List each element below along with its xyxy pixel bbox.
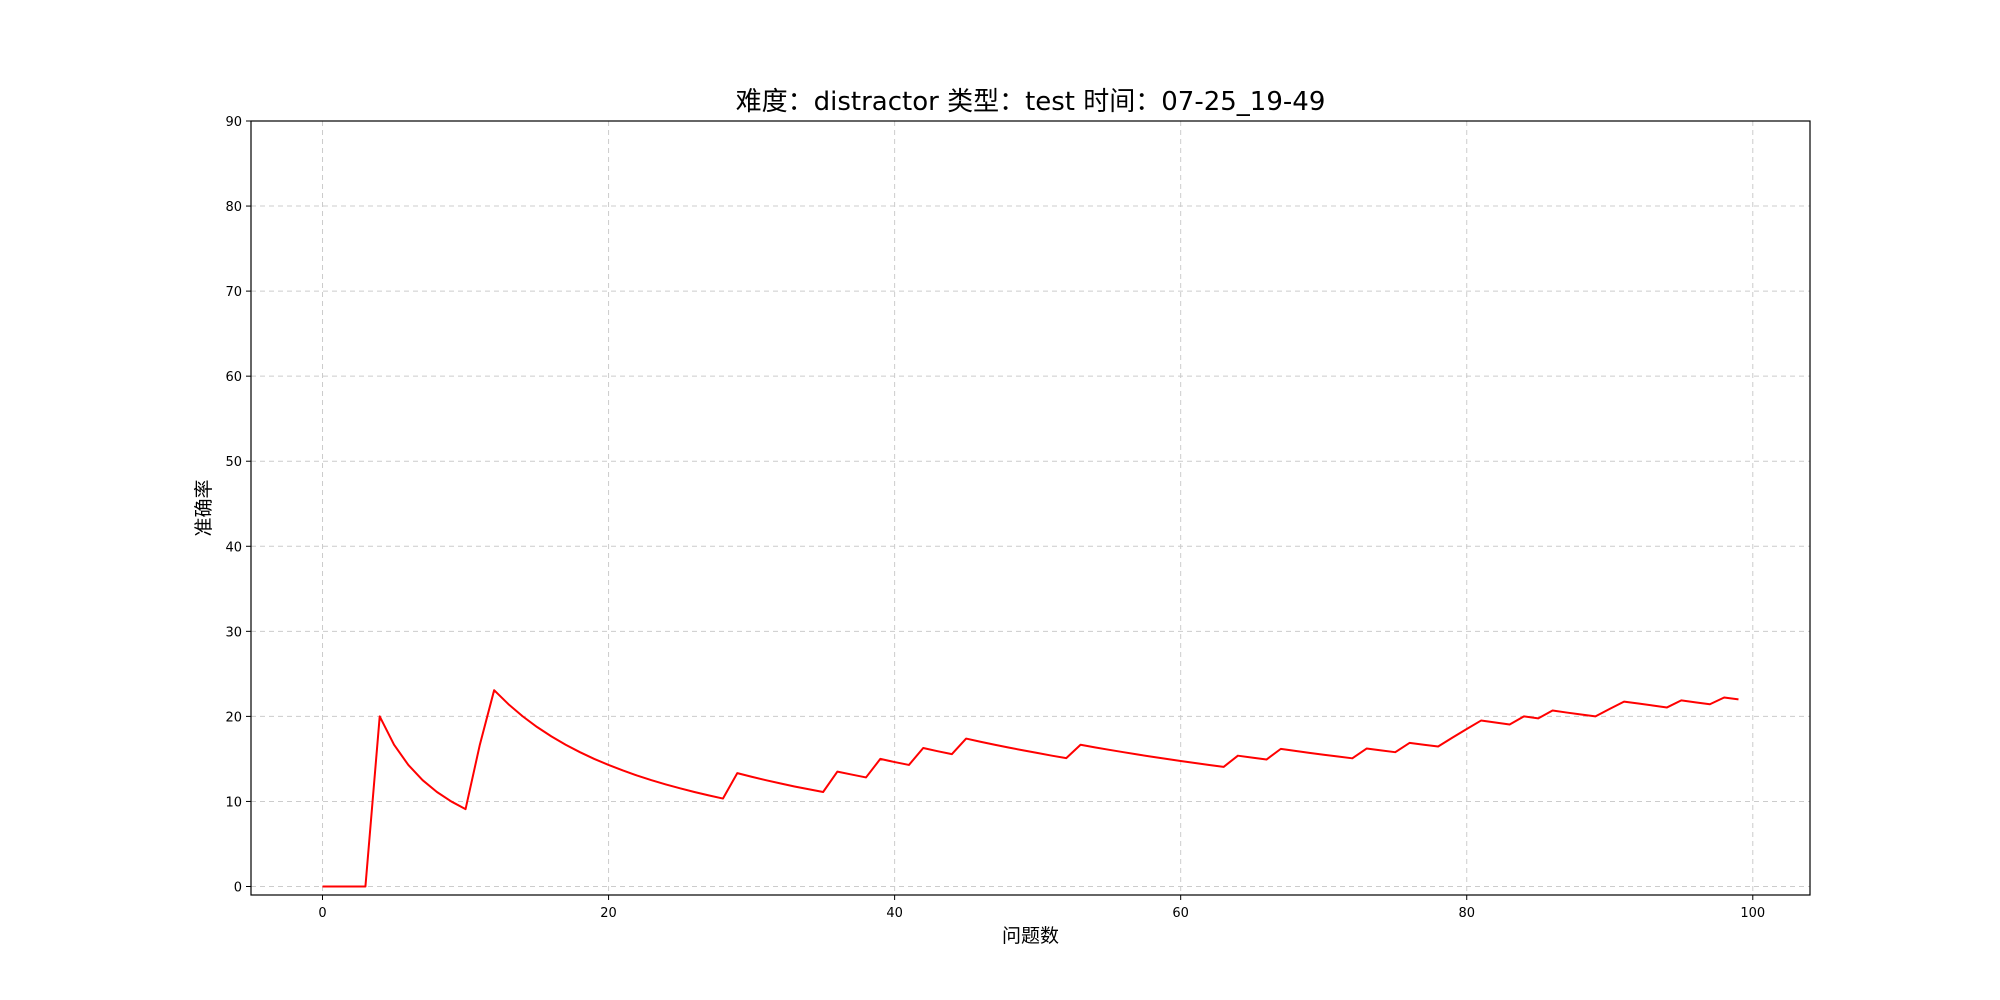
y-tick-label: 80 <box>225 200 242 215</box>
x-tick-label: 40 <box>886 906 903 921</box>
x-tick-label: 100 <box>1740 906 1765 921</box>
y-axis-label: 准确率 <box>193 479 215 536</box>
y-tick-label: 30 <box>225 625 242 640</box>
series-layer <box>322 689 1739 888</box>
y-tick-label: 50 <box>225 455 242 470</box>
y-tick-label: 70 <box>225 285 242 300</box>
plot-frame <box>250 120 1811 896</box>
x-tick-label: 80 <box>1458 906 1475 921</box>
x-tick-label: 20 <box>600 906 617 921</box>
x-tick-label: 60 <box>1172 906 1189 921</box>
y-tick-label: 0 <box>234 880 242 895</box>
y-tick-label: 40 <box>225 540 242 555</box>
chart-title: 难度：distractor 类型：test 时间：07-25_19-49 <box>736 87 1326 117</box>
grid <box>251 120 1810 895</box>
y-tick-label: 10 <box>225 795 242 810</box>
y-tick-label: 90 <box>225 115 242 130</box>
x-axis-label: 问题数 <box>1002 925 1059 947</box>
y-tick-label: 60 <box>225 370 242 385</box>
axis-ticks: 0 20 40 60 80 100 0 10 20 30 40 50 60 70 80 90 <box>225 115 1765 921</box>
y-tick-label: 20 <box>225 710 242 725</box>
x-tick-label: 0 <box>318 906 326 921</box>
series-line-0 <box>322 689 1739 888</box>
